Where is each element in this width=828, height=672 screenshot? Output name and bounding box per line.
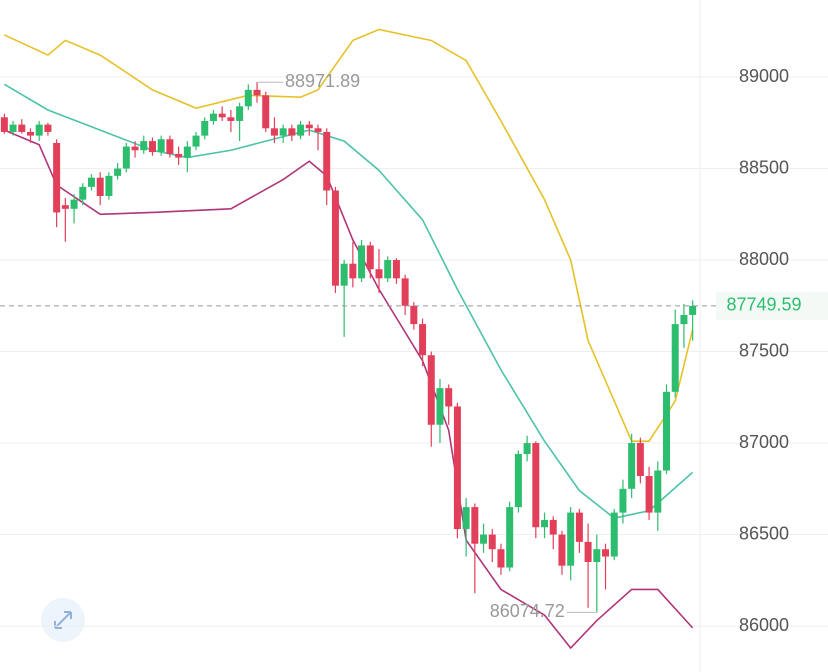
candle-body xyxy=(44,124,52,132)
candle-body xyxy=(401,278,409,306)
candle-body xyxy=(392,260,400,279)
candle-body xyxy=(18,124,26,132)
candle-body xyxy=(619,488,627,513)
candle-body xyxy=(558,534,566,566)
expand-button[interactable] xyxy=(41,598,85,642)
candle-body xyxy=(436,388,444,425)
candle-body xyxy=(244,89,252,107)
candle-body xyxy=(331,190,339,286)
candle-body xyxy=(340,263,348,286)
candle-body xyxy=(270,128,278,136)
candle-body xyxy=(480,534,488,544)
candle-body xyxy=(96,177,104,196)
candle-body xyxy=(236,106,244,121)
candle-body xyxy=(279,128,287,136)
y-tick-label: 88000 xyxy=(739,249,789,269)
candle-body xyxy=(166,139,174,154)
candle-body xyxy=(148,141,156,153)
candle-body xyxy=(523,443,531,455)
candle-body xyxy=(209,113,217,121)
candle-body xyxy=(532,443,540,528)
candle-body xyxy=(445,388,453,407)
candle-body xyxy=(288,128,296,136)
candle-body xyxy=(419,324,427,356)
y-tick-label: 87000 xyxy=(739,432,789,452)
candle-body xyxy=(114,168,122,176)
candle-body xyxy=(175,153,183,158)
candle-body xyxy=(593,549,601,563)
candle-body xyxy=(0,117,8,132)
candle-body xyxy=(567,512,575,566)
candle-body xyxy=(157,139,165,153)
candle-body xyxy=(201,120,209,136)
candle-body xyxy=(506,507,514,568)
candle-body xyxy=(183,146,191,158)
candle-body xyxy=(689,305,697,315)
candle-body xyxy=(541,519,549,528)
candle-body xyxy=(297,124,305,136)
candle-body xyxy=(140,141,148,151)
candle-body xyxy=(366,245,374,270)
last-price-box xyxy=(716,291,828,320)
candle-body xyxy=(680,314,688,325)
candle-body xyxy=(488,534,496,550)
candle-body xyxy=(26,131,34,136)
candle-body xyxy=(427,355,435,425)
candle-body xyxy=(192,135,200,147)
candle-body xyxy=(636,443,644,476)
candle-body xyxy=(375,269,383,279)
y-tick-label: 88500 xyxy=(739,157,789,177)
candle-body xyxy=(654,470,662,513)
candle-body xyxy=(227,117,235,121)
candle-body xyxy=(602,549,610,557)
candle-body xyxy=(471,507,479,544)
candle-body xyxy=(253,89,261,96)
candle-body xyxy=(645,476,653,513)
candle-body xyxy=(218,113,226,118)
last-price-label: 87749.59 xyxy=(726,295,801,315)
candle-body xyxy=(497,549,505,568)
candle-body xyxy=(9,124,17,132)
candle-body xyxy=(358,245,366,279)
candle-body xyxy=(35,124,43,136)
candle-body xyxy=(610,512,618,557)
expand-icon[interactable] xyxy=(54,611,72,629)
candle-body xyxy=(305,124,313,129)
candle-body xyxy=(323,131,331,191)
candle-body xyxy=(514,454,522,508)
candle-body xyxy=(61,205,69,209)
candle-body xyxy=(122,146,130,169)
y-tick-label: 87500 xyxy=(739,340,789,360)
candle-body xyxy=(349,263,357,279)
candle-body xyxy=(584,541,592,563)
candle-body xyxy=(410,305,418,325)
candle-body xyxy=(462,507,470,530)
candle-body xyxy=(453,406,461,530)
y-tick-label: 86000 xyxy=(739,615,789,635)
candle-body xyxy=(105,175,113,196)
candle-body xyxy=(549,519,557,535)
candle-body xyxy=(262,95,270,129)
candle-body xyxy=(671,324,679,392)
candle-body xyxy=(70,199,78,209)
candle-body xyxy=(628,443,636,489)
candle-body xyxy=(131,146,139,151)
high-label: 88971.89 xyxy=(285,71,360,91)
low-label: 86074.72 xyxy=(490,601,565,621)
band-line xyxy=(4,28,694,443)
candle-body xyxy=(384,260,392,279)
candle-body xyxy=(87,177,95,187)
candle-body xyxy=(314,128,322,132)
candle-body xyxy=(53,142,61,213)
candle-body xyxy=(575,512,583,542)
candle-body xyxy=(663,391,671,471)
y-tick-label: 86500 xyxy=(739,523,789,543)
candle-body xyxy=(79,186,87,200)
y-tick-label: 89000 xyxy=(739,66,789,86)
